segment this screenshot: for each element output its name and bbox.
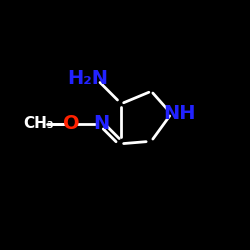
- Text: N: N: [93, 114, 110, 133]
- Text: O: O: [63, 114, 80, 133]
- Text: H₂N: H₂N: [67, 69, 108, 88]
- Text: NH: NH: [164, 104, 196, 123]
- Text: CH₃: CH₃: [24, 116, 54, 131]
